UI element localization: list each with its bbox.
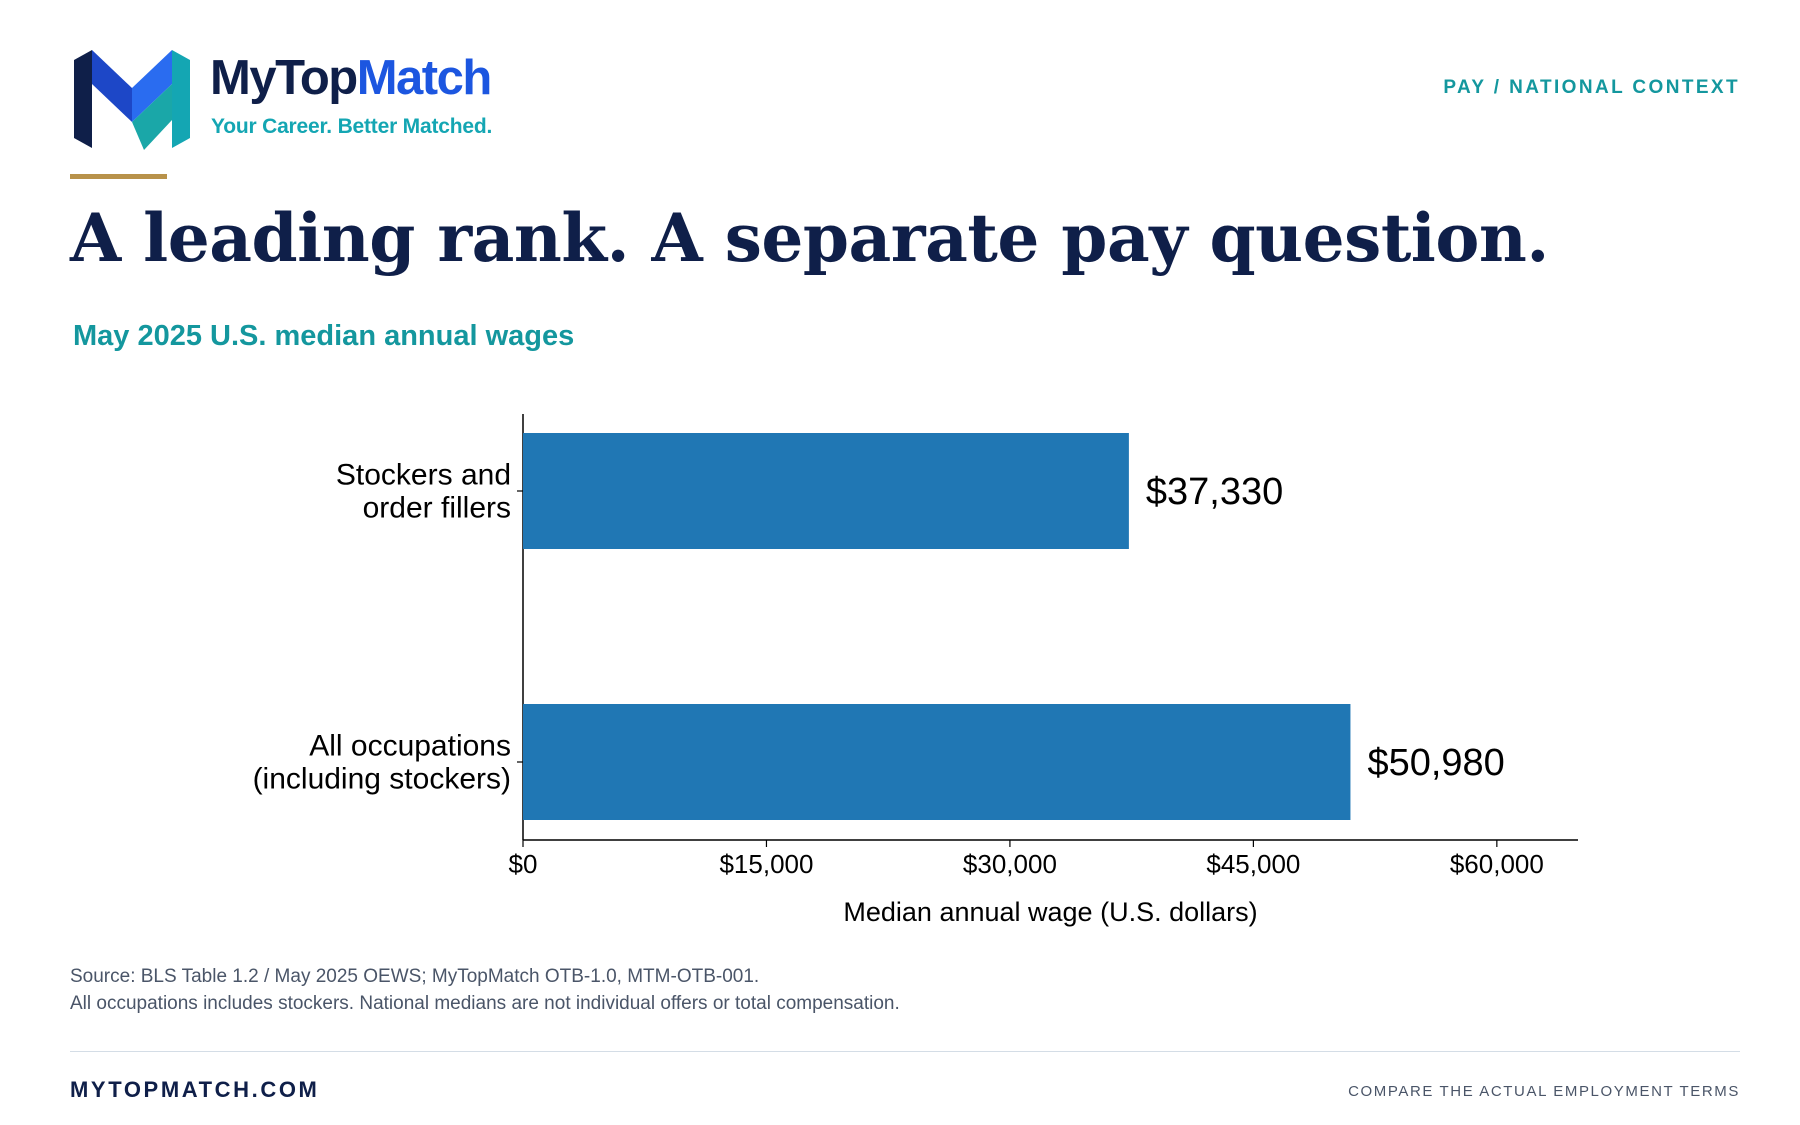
footer-site-link[interactable]: MYTOPMATCH.COM — [70, 1077, 320, 1102]
x-tick-label: $60,000 — [1450, 849, 1544, 879]
chart-subtitle: May 2025 U.S. median annual wages — [73, 320, 575, 352]
page-title: A leading rank. A separate pay question. — [70, 199, 1549, 277]
category-label: (including stockers) — [253, 763, 511, 796]
x-axis-title: Median annual wage (U.S. dollars) — [843, 897, 1257, 927]
section-tag: PAY / NATIONAL CONTEXT — [1443, 77, 1740, 98]
bar-value-label: $50,980 — [1367, 742, 1504, 784]
x-tick-label: $15,000 — [719, 849, 813, 879]
brand-name-part1: MyTop — [210, 51, 358, 105]
bar-value-label: $37,330 — [1146, 471, 1283, 513]
bar — [523, 704, 1351, 820]
footer-cta: COMPARE THE ACTUAL EMPLOYMENT TERMS — [1348, 1083, 1740, 1100]
x-tick-label: $0 — [509, 849, 538, 879]
x-tick-label: $45,000 — [1206, 849, 1300, 879]
x-tick-label: $30,000 — [963, 849, 1057, 879]
footnote-source: Source: BLS Table 1.2 / May 2025 OEWS; M… — [70, 966, 760, 987]
accent-rule — [70, 174, 167, 179]
brand-tagline: Your Career. Better Matched. — [211, 115, 493, 138]
category-label: All occupations — [309, 730, 511, 763]
bar — [523, 433, 1129, 549]
footer-divider — [70, 1051, 1740, 1052]
footnote-note: All occupations includes stockers. Natio… — [70, 993, 900, 1014]
category-label: order fillers — [363, 492, 511, 525]
brand-name-part2: Match — [356, 51, 493, 105]
brand-name: MyTopMatch — [210, 51, 493, 105]
brand-logo-icon — [74, 50, 190, 150]
category-label: Stockers and — [336, 459, 511, 492]
